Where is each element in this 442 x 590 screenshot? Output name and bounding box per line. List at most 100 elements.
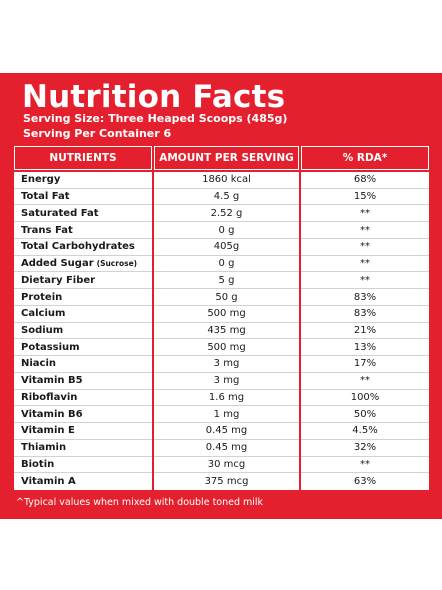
nutrient-name: Vitamin B5 xyxy=(21,375,83,387)
table-row: ** xyxy=(301,222,429,239)
nutrient-amount: 4.5 g xyxy=(213,191,240,203)
table-row: 2.52 g xyxy=(154,205,299,223)
nutrient-rda: 4.5% xyxy=(352,425,378,437)
nutrient-rda: ** xyxy=(360,258,370,270)
table-row: Vitamin B6 xyxy=(14,406,152,424)
table-row: Vitamin A xyxy=(14,473,152,490)
table-row: 405g xyxy=(154,239,299,256)
nutrient-name: Niacin xyxy=(21,358,57,370)
table-row: ** xyxy=(301,457,429,474)
table-row: Calcium xyxy=(14,306,152,323)
table-row: Vitamin B5 xyxy=(14,373,152,390)
table-row: ** xyxy=(301,373,429,390)
nutrient-amount: 30 mcg xyxy=(207,458,246,470)
table-row: 500 mg xyxy=(154,306,299,323)
table-row: 100% xyxy=(301,390,429,407)
nutrient-name: Thiamin xyxy=(21,442,67,454)
header-nutrients: NUTRIENTS xyxy=(14,146,152,170)
table-row: 0 g xyxy=(154,222,299,239)
table-row: 68% xyxy=(301,172,429,189)
header-amount: AMOUNT PER SERVING xyxy=(154,146,299,170)
nutrient-name: Potassium xyxy=(21,341,80,353)
table-row: Dietary Fiber xyxy=(14,272,152,290)
table-row: ** xyxy=(301,272,429,290)
nutrient-rda: 100% xyxy=(350,391,380,403)
table-row: Total Carbohydrates xyxy=(14,239,152,256)
table-row: Vitamin E xyxy=(14,423,152,440)
nutrient-name: Total Fat xyxy=(21,191,70,203)
nutrient-amount: 0 g xyxy=(218,258,235,270)
table-row: 15% xyxy=(301,189,429,206)
table-row: 83% xyxy=(301,289,429,306)
nutrient-amount: 3 mg xyxy=(213,358,240,370)
nutrient-amount: 405g xyxy=(213,241,240,253)
nutrient-name: Sodium xyxy=(21,325,64,337)
table-row: Riboflavin xyxy=(14,390,152,407)
nutrient-rda: ** xyxy=(360,274,370,286)
table-row: 21% xyxy=(301,323,429,340)
table-row: 3 mg xyxy=(154,356,299,373)
nutrient-amount: 5 g xyxy=(218,274,235,286)
servings-per-container: Serving Per Container 6 xyxy=(23,127,172,140)
header-rda: % RDA* xyxy=(301,146,429,170)
nutrient-rda: 83% xyxy=(353,308,377,320)
nutrient-rda: 13% xyxy=(353,341,377,353)
nutrient-name: Trans Fat xyxy=(21,224,73,236)
table-row: Biotin xyxy=(14,457,152,474)
table-row: ** xyxy=(301,256,429,273)
table-row: 50 g xyxy=(154,289,299,306)
page-title: Nutrition Facts xyxy=(22,79,286,115)
table-row: 0.45 mg xyxy=(154,423,299,440)
nutrient-name: Vitamin E xyxy=(21,425,75,437)
nutrient-rda: 83% xyxy=(353,291,377,303)
table-row: 13% xyxy=(301,339,429,357)
nutrient-rda: ** xyxy=(360,241,370,253)
nutrient-rda: 63% xyxy=(353,476,377,488)
nutrient-rda: 32% xyxy=(353,442,377,454)
table-row: Niacin xyxy=(14,356,152,373)
table-row: Sodium xyxy=(14,323,152,340)
nutrient-rda: ** xyxy=(360,224,370,236)
nutrient-name: Riboflavin xyxy=(21,391,78,403)
table-row: ** xyxy=(301,205,429,223)
table-row: 30 mcg xyxy=(154,457,299,474)
nutrient-name: Saturated Fat xyxy=(21,207,99,219)
nutrient-rda: ** xyxy=(360,207,370,219)
table-row: 17% xyxy=(301,356,429,373)
nutrient-name: Energy xyxy=(21,174,61,186)
table-row: 375 mcg xyxy=(154,473,299,490)
table-row: 4.5 g xyxy=(154,189,299,206)
nutrient-amount: 0.45 mg xyxy=(205,442,248,454)
table-row: 435 mg xyxy=(154,323,299,340)
table-row: 0 g xyxy=(154,256,299,273)
nutrient-rda: ** xyxy=(360,375,370,387)
nutrient-name: Total Carbohydrates xyxy=(21,241,135,253)
nutrient-qualifier: (Sucrose) xyxy=(96,259,138,269)
nutrient-amount: 50 g xyxy=(215,291,238,303)
nutrient-name: Biotin xyxy=(21,458,55,470)
table-row: 5 g xyxy=(154,272,299,290)
table-row: Saturated Fat xyxy=(14,205,152,223)
table-row: 83% xyxy=(301,306,429,323)
nutrient-amount: 2.52 g xyxy=(210,207,243,219)
nutrient-name: Added Sugar xyxy=(21,258,94,270)
table-row: 4.5% xyxy=(301,423,429,440)
table-row: 1860 kcal xyxy=(154,172,299,189)
nutrient-amount: 375 mcg xyxy=(204,476,249,488)
nutrient-rda: 50% xyxy=(353,408,377,420)
nutrient-name: Vitamin B6 xyxy=(21,408,83,420)
table-row: 63% xyxy=(301,473,429,490)
nutrient-amount: 1.6 mg xyxy=(208,391,245,403)
nutrient-amount: 0.45 mg xyxy=(205,425,248,437)
table-row: 50% xyxy=(301,406,429,424)
nutrient-rda: 17% xyxy=(353,358,377,370)
nutrient-amount: 1 mg xyxy=(213,408,240,420)
table-row: 1.6 mg xyxy=(154,390,299,407)
table-row: 0.45 mg xyxy=(154,440,299,457)
table-row: Thiamin xyxy=(14,440,152,457)
table-row: Potassium xyxy=(14,339,152,357)
table-row: Trans Fat xyxy=(14,222,152,239)
table-row: 500 mg xyxy=(154,339,299,357)
nutrient-name: Calcium xyxy=(21,308,66,320)
table-row: ** xyxy=(301,239,429,256)
